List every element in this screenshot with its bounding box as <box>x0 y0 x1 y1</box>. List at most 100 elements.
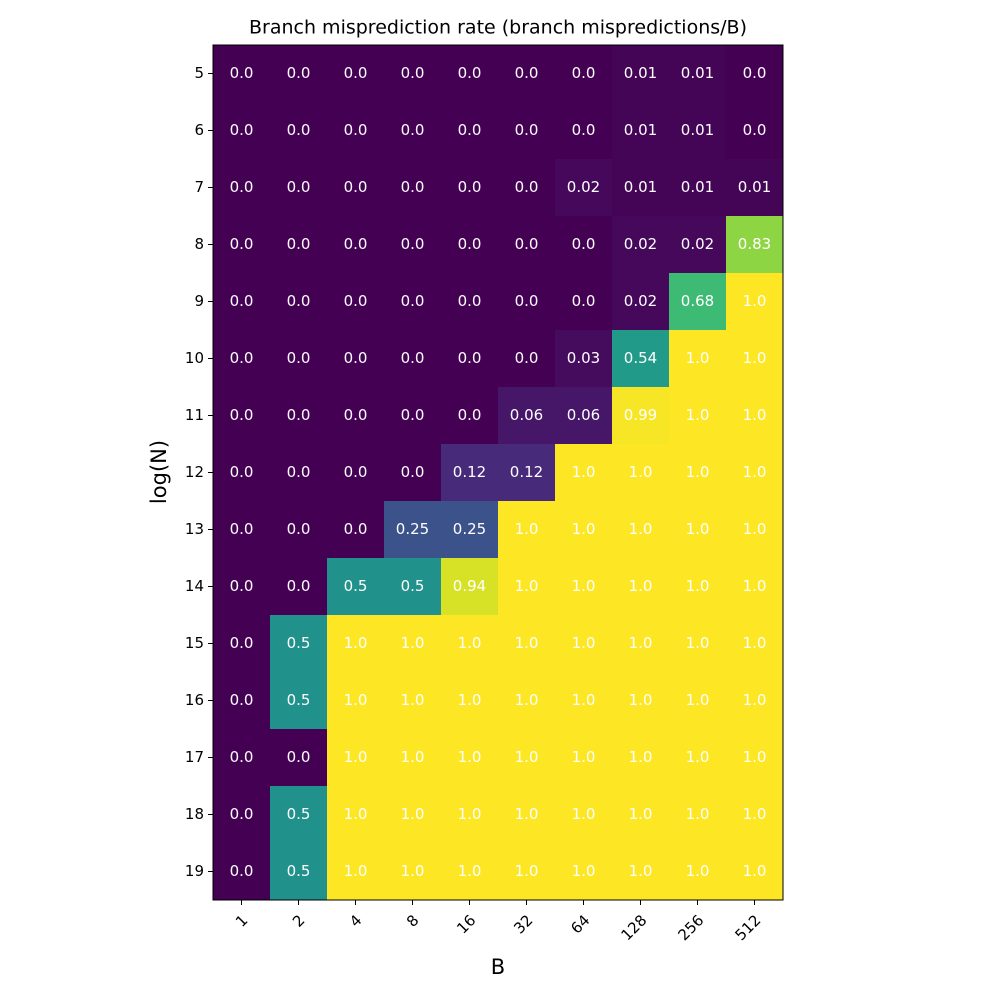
cell-label: 1.0 <box>401 748 425 766</box>
cell-label: 0.0 <box>344 520 368 538</box>
cell-label: 1.0 <box>401 634 425 652</box>
cell-label: 0.83 <box>738 235 771 253</box>
cell-label: 0.68 <box>681 292 714 310</box>
heatmap-cell <box>213 672 271 730</box>
cell-label: 0.0 <box>743 64 767 82</box>
heatmap-cell <box>498 387 556 445</box>
heatmap-cell <box>498 843 556 901</box>
cell-label: 1.0 <box>686 349 710 367</box>
cell-label: 1.0 <box>629 463 653 481</box>
heatmap-cell <box>213 387 271 445</box>
y-tick-label: 11 <box>185 406 204 424</box>
heatmap-cell <box>669 273 727 331</box>
heatmap-cell <box>555 330 613 388</box>
cell-label: 0.0 <box>401 406 425 424</box>
cell-label: 1.0 <box>629 862 653 880</box>
cell-label: 1.0 <box>515 520 539 538</box>
cell-label: 0.0 <box>458 121 482 139</box>
cell-label: 1.0 <box>743 520 767 538</box>
heatmap-cell <box>555 729 613 787</box>
heatmap-cell <box>441 558 499 616</box>
y-tick-label: 19 <box>185 862 204 880</box>
heatmap-cell <box>384 216 442 274</box>
heatmap-cell <box>270 330 328 388</box>
cell-label: 0.0 <box>287 121 311 139</box>
cell-label: 1.0 <box>515 577 539 595</box>
heatmap-cell <box>669 159 727 217</box>
cell-label: 1.0 <box>686 862 710 880</box>
cell-label: 0.0 <box>287 64 311 82</box>
x-tick-label: 256 <box>675 911 708 944</box>
heatmap-cell <box>384 273 442 331</box>
heatmap-cell <box>213 558 271 616</box>
cell-label: 0.0 <box>230 349 254 367</box>
cell-label: 1.0 <box>572 862 596 880</box>
y-tick-label: 8 <box>194 235 204 253</box>
heatmap-cell <box>213 330 271 388</box>
cell-label: 1.0 <box>686 805 710 823</box>
heatmap-cell <box>612 786 670 844</box>
heatmap-cell <box>555 501 613 559</box>
heatmap-cell <box>327 387 385 445</box>
heatmap-cell <box>555 843 613 901</box>
cell-label: 0.5 <box>287 862 311 880</box>
heatmap-cell <box>327 102 385 160</box>
heatmap-cell <box>726 216 784 274</box>
cell-label: 1.0 <box>572 805 596 823</box>
cell-label: 0.01 <box>624 178 657 196</box>
heatmap-cell <box>441 159 499 217</box>
cell-label: 0.0 <box>344 64 368 82</box>
heatmap-cell <box>726 786 784 844</box>
cell-label: 1.0 <box>686 577 710 595</box>
cell-label: 0.0 <box>287 748 311 766</box>
cell-label: 0.06 <box>510 406 543 424</box>
heatmap-cell <box>327 558 385 616</box>
cell-label: 0.01 <box>681 64 714 82</box>
cell-label: 0.0 <box>287 463 311 481</box>
cell-label: 1.0 <box>458 862 482 880</box>
heatmap-cell <box>726 159 784 217</box>
cell-label: 1.0 <box>629 634 653 652</box>
cell-label: 0.03 <box>567 349 600 367</box>
cell-label: 0.0 <box>230 235 254 253</box>
y-tick-label: 10 <box>185 349 204 367</box>
heatmap-cell <box>327 615 385 673</box>
heatmap-cell <box>384 159 442 217</box>
cell-label: 1.0 <box>458 748 482 766</box>
cell-label: 1.0 <box>743 292 767 310</box>
heatmap-cell <box>213 216 271 274</box>
y-tick-label: 9 <box>194 292 204 310</box>
heatmap-cell <box>555 273 613 331</box>
heatmap-cell <box>384 843 442 901</box>
heatmap-cell <box>498 273 556 331</box>
heatmap-cell <box>213 729 271 787</box>
heatmap-cell <box>555 615 613 673</box>
cell-label: 0.0 <box>230 577 254 595</box>
heatmap-cell <box>612 672 670 730</box>
heatmap-cell <box>555 216 613 274</box>
heatmap-cell <box>498 159 556 217</box>
cell-label: 1.0 <box>629 577 653 595</box>
cell-label: 0.06 <box>567 406 600 424</box>
heatmap-cell <box>612 615 670 673</box>
cell-label: 1.0 <box>572 520 596 538</box>
heatmap-cell <box>384 786 442 844</box>
heatmap-cell <box>441 501 499 559</box>
cell-label: 1.0 <box>515 748 539 766</box>
cell-label: 0.02 <box>624 235 657 253</box>
heatmap-cell <box>327 273 385 331</box>
heatmap-cell <box>669 843 727 901</box>
cell-label: 1.0 <box>515 862 539 880</box>
heatmap-cell <box>726 729 784 787</box>
cell-label: 0.0 <box>515 121 539 139</box>
heatmap-cell <box>213 786 271 844</box>
heatmap-cell <box>441 729 499 787</box>
heatmap-cell <box>669 387 727 445</box>
cell-label: 0.0 <box>287 520 311 538</box>
heatmap-cell <box>612 501 670 559</box>
cell-label: 0.0 <box>287 577 311 595</box>
heatmap-cell <box>270 786 328 844</box>
cell-label: 0.0 <box>401 463 425 481</box>
y-tick-label: 6 <box>194 121 204 139</box>
heatmap-cell <box>270 558 328 616</box>
